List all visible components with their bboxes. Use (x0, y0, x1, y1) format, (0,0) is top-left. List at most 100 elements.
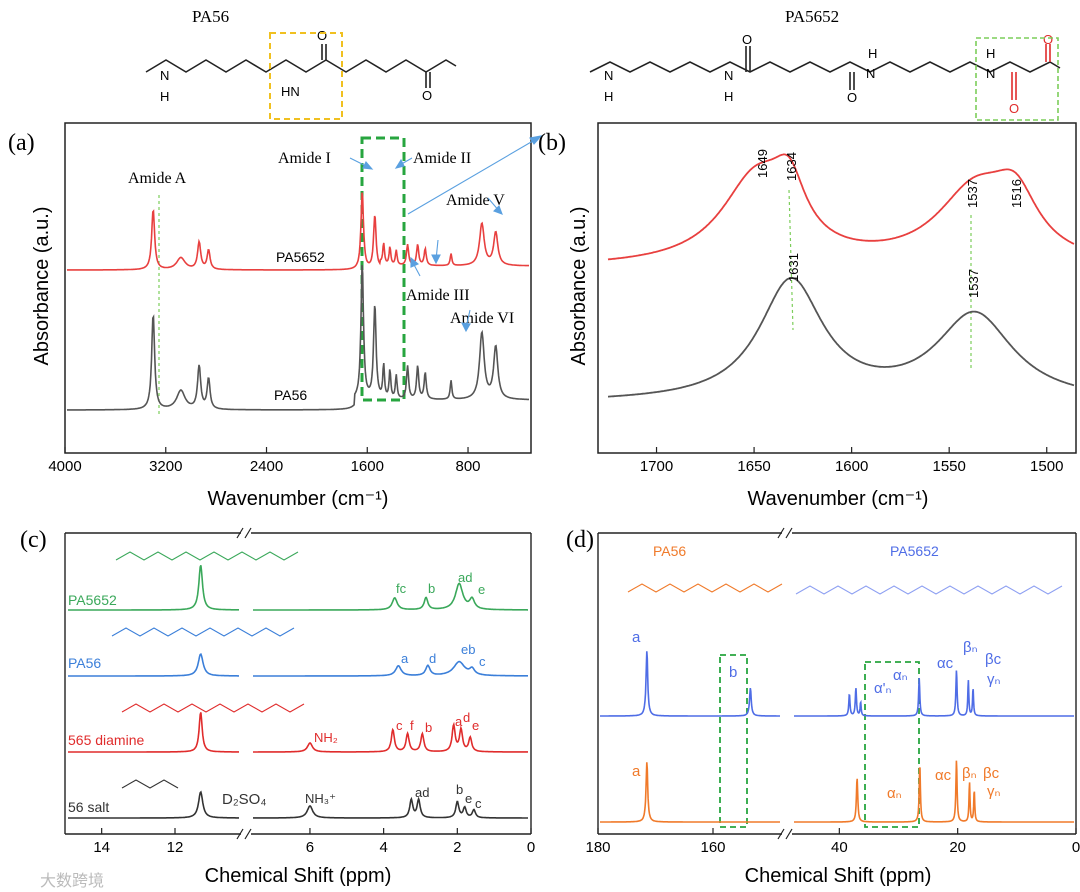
x-tick-label: 180 (585, 839, 610, 856)
xlabel-b: Wavenumber (cm⁻¹) (748, 488, 929, 510)
x-tick-label: 800 (456, 458, 481, 475)
annotation-amide-a: Amide A (128, 170, 187, 187)
x-tick-label: 0 (1072, 839, 1080, 856)
peak-label: d (429, 651, 436, 666)
peak-label: αₙ (893, 667, 908, 684)
atom-h: H (868, 46, 877, 61)
panel-a: (a) Absorbance (a.u.) Wavenumber (cm⁻¹) … (8, 122, 543, 510)
series-line-565-diamine-1h (68, 712, 528, 753)
peak-label: αc (935, 767, 952, 784)
peak-label: c (479, 654, 486, 669)
x-tick-label: 1600 (835, 458, 868, 475)
peak-label-1631: 1631 (786, 253, 801, 282)
atom-h: H (604, 89, 613, 104)
atom-o: O (317, 28, 327, 43)
series-label-pa5652: PA5652 (68, 592, 117, 608)
watermark: 大数跨境 (40, 871, 104, 890)
peak-label: βₙ (962, 765, 977, 782)
atom-o: O (1043, 32, 1053, 47)
peak-label: b (456, 782, 463, 797)
extra-label-nh2: NH₂ (314, 730, 338, 745)
peak-label: γₙ (987, 671, 1001, 688)
x-tick-label: 20 (949, 839, 966, 856)
peak-label: b (428, 581, 435, 596)
peak-label: eb (461, 642, 475, 657)
peak-label: c (396, 718, 403, 733)
annotation-amide-i: Amide I (278, 150, 331, 167)
atom-h: H (986, 46, 995, 61)
atom-o: O (422, 88, 432, 103)
peak-label-1537: 1537 (965, 179, 980, 208)
structure-title-pa56: PA56 (192, 7, 229, 26)
atom-n: N (160, 68, 169, 83)
series-label-pa56: PA56 (68, 655, 101, 671)
series-line-pa5652-ftir (67, 192, 529, 271)
series-label-pa5652: PA5652 (276, 249, 325, 265)
series-label-pa56: PA56 (274, 387, 307, 403)
series-line-pa56-ftir (67, 265, 529, 411)
x-tick-label: 1600 (351, 458, 384, 475)
peak-label: αc (937, 655, 954, 672)
annotation-amide-vi: Amide VI (450, 310, 514, 327)
peak-label: ad (415, 785, 429, 800)
annotation-arrows (349, 135, 543, 333)
amide-i-ii-highlight-box (360, 136, 406, 402)
x-tick-label: 1500 (1030, 458, 1063, 475)
series-line-pa56-zoom (608, 277, 1075, 398)
annotation-amide-ii: Amide II (413, 150, 471, 167)
peak-label: γₙ (987, 783, 1001, 800)
peak-label: f (410, 718, 414, 733)
annotation-amide-v: Amide V (446, 192, 505, 209)
series-line-pa5652-zoom (607, 153, 1075, 261)
highlight-box-alpha-n (864, 661, 920, 828)
peak-label: βc (983, 765, 1000, 782)
atom-n: N (866, 66, 875, 81)
peak-label: c (475, 796, 482, 811)
annotation-amide-iii: Amide III (406, 287, 470, 304)
x-tick-label: 2400 (250, 458, 283, 475)
structure-pa56: PA56 N H HN O O (145, 7, 457, 120)
atom-h: H (160, 89, 169, 104)
ylabel-b: Absorbance (a.u.) (568, 207, 590, 366)
x-tick-label: 40 (831, 839, 848, 856)
panel-label-b: (b) (538, 130, 566, 156)
peak-label-1537: 1537 (966, 269, 981, 298)
peak-label-1634: 1634 (784, 152, 799, 181)
peak-label: a (632, 629, 641, 646)
series-line-pa5652-13c (600, 651, 1074, 717)
peak-label: a (455, 714, 463, 729)
peak-label: a (401, 651, 409, 666)
axis-break-c (236, 526, 252, 841)
extra-label-nh3: NH₃⁺ (305, 791, 336, 806)
x-tick-label: 4 (379, 839, 387, 856)
panel-d: (d) Chemical Shift (ppm) 180 160 40 20 0 PA5… (566, 526, 1080, 887)
oxalamide-highlight-box (975, 37, 1059, 121)
solvent-label: D₂SO₄ (222, 791, 266, 808)
series-label-pa5652: PA5652 (890, 543, 939, 559)
x-tick-label: 1700 (640, 458, 673, 475)
repeat-unit-sketches-c (111, 551, 305, 789)
series-line-pa5652-1h (68, 564, 528, 611)
atom-n: N (986, 66, 995, 81)
peak-labels-c: fc b ad e a d eb c c f b a d e NH₂ ad b … (222, 570, 486, 811)
x-tick-label: 0 (527, 839, 535, 856)
peak-label: e (478, 582, 485, 597)
x-tick-label: 2 (453, 839, 461, 856)
peak-label: e (472, 718, 479, 733)
xlabel-a: Wavenumber (cm⁻¹) (208, 488, 389, 510)
series-label-56-salt: 56 salt (68, 799, 109, 815)
peak-label-1649: 1649 (755, 149, 770, 178)
series-line-pa56-13c (600, 760, 1074, 823)
peak-label: a (632, 763, 641, 780)
series-line-pa56-1h (68, 652, 528, 677)
repeat-unit-sketches-d (627, 583, 1063, 595)
ylabel-a: Absorbance (a.u.) (31, 207, 53, 366)
amide-highlight-box (269, 32, 343, 120)
peak-label: αₙ (887, 785, 902, 802)
peak-label: βc (985, 651, 1002, 668)
x-tick-label: 4000 (48, 458, 81, 475)
peak-label: ad (458, 570, 472, 585)
structure-pa5652: PA5652 N H N H O O H N H N O O (589, 7, 1061, 121)
x-tick-label: 12 (167, 839, 184, 856)
